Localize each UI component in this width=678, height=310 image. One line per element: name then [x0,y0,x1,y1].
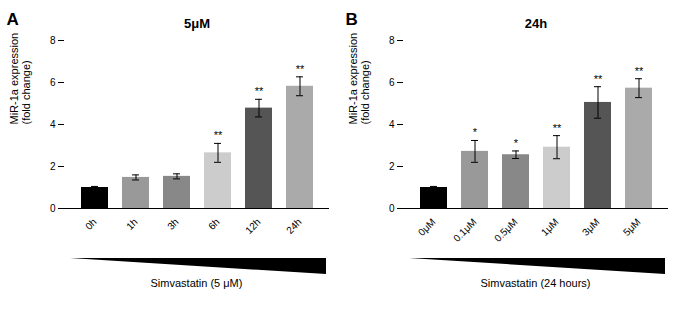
svg-text:12h: 12h [243,216,263,236]
svg-text:B: B [346,10,358,29]
html-text:Simvastatin (5 μM): Simvastatin (5 μM) [150,277,243,289]
svg-text:0.5μM: 0.5μM [492,216,520,244]
svg-text:**: ** [296,63,305,75]
svg-text:0: 0 [389,203,395,214]
svg-text:**: ** [594,73,603,85]
svg-text:5μM: 5μM [184,16,210,31]
svg-text:0μM: 0μM [416,216,438,238]
svg-text:4: 4 [50,119,56,130]
svg-text:1μM: 1μM [539,216,561,238]
svg-text:MiR-1a expression(fold change): MiR-1a expression(fold change) [8,33,32,125]
svg-text:3μM: 3μM [580,216,602,238]
svg-text:*: * [473,126,478,138]
svg-text:6h: 6h [206,216,222,232]
svg-text:**: ** [214,129,223,141]
svg-text:4: 4 [389,119,395,130]
svg-text:**: ** [255,85,264,97]
svg-text:24h: 24h [525,16,547,31]
svg-text:A: A [7,10,19,29]
svg-text:6: 6 [50,77,56,88]
svg-text:0: 0 [50,203,56,214]
svg-text:MiR-1a expression(fold change): MiR-1a expression(fold change) [347,33,371,125]
svg-text:24h: 24h [284,216,304,236]
svg-text:2: 2 [389,161,395,172]
svg-text:8: 8 [389,35,395,46]
svg-text:0h: 0h [83,216,99,232]
svg-text:*: * [514,137,519,149]
svg-text:2: 2 [50,161,56,172]
svg-text:**: ** [553,122,562,134]
svg-text:**: ** [635,65,644,77]
svg-text:0.1μM: 0.1μM [451,216,479,244]
svg-text:8: 8 [50,35,56,46]
html-text:Simvastatin (24 hours): Simvastatin (24 hours) [480,277,591,289]
svg-text:1h: 1h [124,216,140,232]
svg-text:6: 6 [389,77,395,88]
svg-text:3h: 3h [165,216,181,232]
svg-text:5μM: 5μM [621,216,643,238]
